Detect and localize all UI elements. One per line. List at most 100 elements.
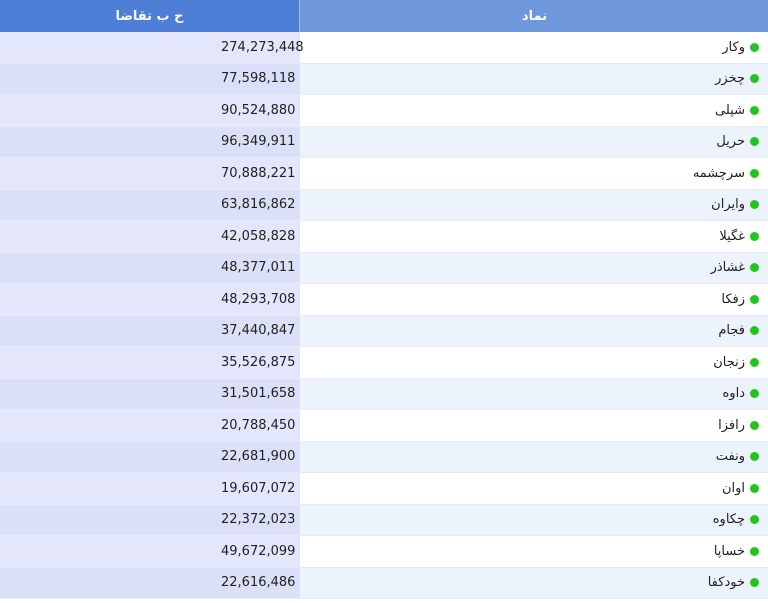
demand-value-cell: 22,616,486 (0, 567, 300, 599)
demand-value: 20,788,450 (221, 417, 296, 433)
status-dot-icon (750, 483, 759, 493)
symbol-name[interactable]: وکار (722, 39, 745, 55)
symbol-name[interactable]: خساپا (713, 543, 745, 559)
table-row[interactable]: چخزر 77,598,118 (0, 63, 768, 95)
symbol-name[interactable]: چکاوه (712, 512, 745, 528)
symbol-name[interactable]: زنجان (713, 354, 745, 370)
demand-value: 37,440,847 (221, 323, 296, 339)
demand-value: 96,349,911 (221, 134, 296, 150)
symbol-cell[interactable]: داوه (299, 378, 768, 410)
demand-value-cell: 48,293,708 (0, 283, 300, 316)
table-row[interactable]: زنجان 35,526,875 (0, 346, 768, 379)
symbol-cell[interactable]: غشاذر (299, 252, 768, 284)
demand-value-cell: 42,058,828 (0, 220, 300, 253)
symbol-name[interactable]: شپلی (715, 102, 745, 118)
symbol-name[interactable]: غگیلا (719, 228, 745, 244)
demand-value: 48,377,011 (221, 260, 296, 276)
status-dot-icon (750, 294, 759, 304)
symbol-name[interactable]: خودکفا (707, 575, 745, 591)
table-row[interactable]: غگیلا 42,058,828 (0, 220, 768, 253)
demand-value: 70,888,221 (221, 165, 296, 181)
table-row[interactable]: وایران 63,816,862 (0, 189, 768, 221)
status-dot-icon (750, 263, 759, 273)
symbol-cell[interactable]: وایران (299, 189, 768, 221)
demand-value: 19,607,072 (221, 480, 296, 496)
status-dot-icon (750, 105, 759, 115)
demand-value-cell: 48,377,011 (0, 252, 300, 284)
status-dot-icon (750, 42, 759, 52)
demand-value: 274,273,448 (221, 39, 304, 55)
symbol-cell[interactable]: اوان (299, 472, 768, 505)
symbol-cell[interactable]: حریل (299, 126, 768, 158)
demand-value-cell: 20,788,450 (0, 409, 300, 442)
symbol-cell[interactable]: شپلی (299, 94, 768, 127)
symbol-name[interactable]: اوان (721, 480, 745, 496)
symbol-cell[interactable]: ونفت (299, 441, 768, 473)
status-dot-icon (750, 452, 759, 462)
symbol-cell[interactable]: رافزا (299, 409, 768, 442)
demand-value-cell: 22,372,023 (0, 504, 300, 536)
symbol-cell[interactable]: خودکفا (299, 567, 768, 599)
demand-value-cell: 90,524,880 (0, 94, 300, 127)
symbol-name[interactable]: ونفت (715, 449, 745, 465)
symbol-cell[interactable]: چکاوه (299, 504, 768, 536)
status-dot-icon (750, 357, 759, 367)
symbol-name[interactable]: وایران (711, 197, 745, 213)
symbol-name[interactable]: زفکا (721, 291, 745, 307)
demand-value: 63,816,862 (221, 197, 296, 213)
table-row[interactable]: وکار 274,273,448 (0, 32, 768, 64)
table-row[interactable]: زفکا 48,293,708 (0, 283, 768, 316)
table-row[interactable]: خساپا 49,672,099 (0, 535, 768, 568)
status-dot-icon (750, 231, 759, 241)
table-row[interactable]: داوه 31,501,658 (0, 378, 768, 410)
column-header-demand[interactable]: ح ب تقاضا (0, 0, 300, 32)
demand-value-cell: 96,349,911 (0, 126, 300, 158)
demand-value-cell: 37,440,847 (0, 315, 300, 347)
demand-value-cell: 22,681,900 (0, 441, 300, 473)
symbol-cell[interactable]: وکار (299, 32, 768, 64)
symbol-name[interactable]: غشاذر (710, 260, 745, 276)
table-row[interactable]: فجام 37,440,847 (0, 315, 768, 347)
status-dot-icon (750, 546, 759, 556)
status-dot-icon (750, 578, 759, 588)
table-row[interactable]: سرچشمه 70,888,221 (0, 157, 768, 190)
symbol-name[interactable]: حریل (716, 134, 745, 150)
symbol-name[interactable]: فجام (718, 323, 745, 339)
table-row[interactable]: چکاوه 22,372,023 (0, 504, 768, 536)
table-row[interactable]: ونفت 22,681,900 (0, 441, 768, 473)
table-row[interactable]: رافزا 20,788,450 (0, 409, 768, 442)
table-row[interactable]: اوان 19,607,072 (0, 472, 768, 505)
demand-value: 90,524,880 (221, 102, 296, 118)
symbol-cell[interactable]: چخزر (299, 63, 768, 95)
symbol-cell[interactable]: سرچشمه (299, 157, 768, 190)
table-row[interactable]: شپلی 90,524,880 (0, 94, 768, 127)
demand-value: 22,616,486 (221, 575, 296, 591)
symbol-name[interactable]: چخزر (715, 71, 745, 87)
demand-value-cell: 70,888,221 (0, 157, 300, 190)
status-dot-icon (750, 137, 759, 147)
table-header-row: نماد ح ب تقاضا (0, 0, 768, 32)
demand-value-cell: 49,672,099 (0, 535, 300, 568)
symbol-cell[interactable]: زفکا (299, 283, 768, 316)
column-header-symbol[interactable]: نماد (299, 0, 768, 32)
status-dot-icon (750, 200, 759, 210)
table-row[interactable]: حریل 96,349,911 (0, 126, 768, 158)
symbol-name[interactable]: سرچشمه (692, 165, 745, 181)
status-dot-icon (750, 168, 759, 178)
demand-value-cell: 31,501,658 (0, 378, 300, 410)
symbol-cell[interactable]: غگیلا (299, 220, 768, 253)
table-row[interactable]: غشاذر 48,377,011 (0, 252, 768, 284)
demand-value-cell: 63,816,862 (0, 189, 300, 221)
status-dot-icon (750, 420, 759, 430)
symbol-cell[interactable]: فجام (299, 315, 768, 347)
demand-value-cell: 35,526,875 (0, 346, 300, 379)
symbol-name[interactable]: داوه (722, 386, 746, 402)
symbol-cell[interactable]: زنجان (299, 346, 768, 379)
symbol-cell[interactable]: خساپا (299, 535, 768, 568)
table-row[interactable]: خودکفا 22,616,486 (0, 567, 768, 599)
demand-value: 31,501,658 (221, 386, 296, 402)
demand-value: 77,598,118 (221, 71, 296, 87)
status-dot-icon (750, 389, 759, 399)
symbol-name[interactable]: رافزا (718, 417, 745, 433)
